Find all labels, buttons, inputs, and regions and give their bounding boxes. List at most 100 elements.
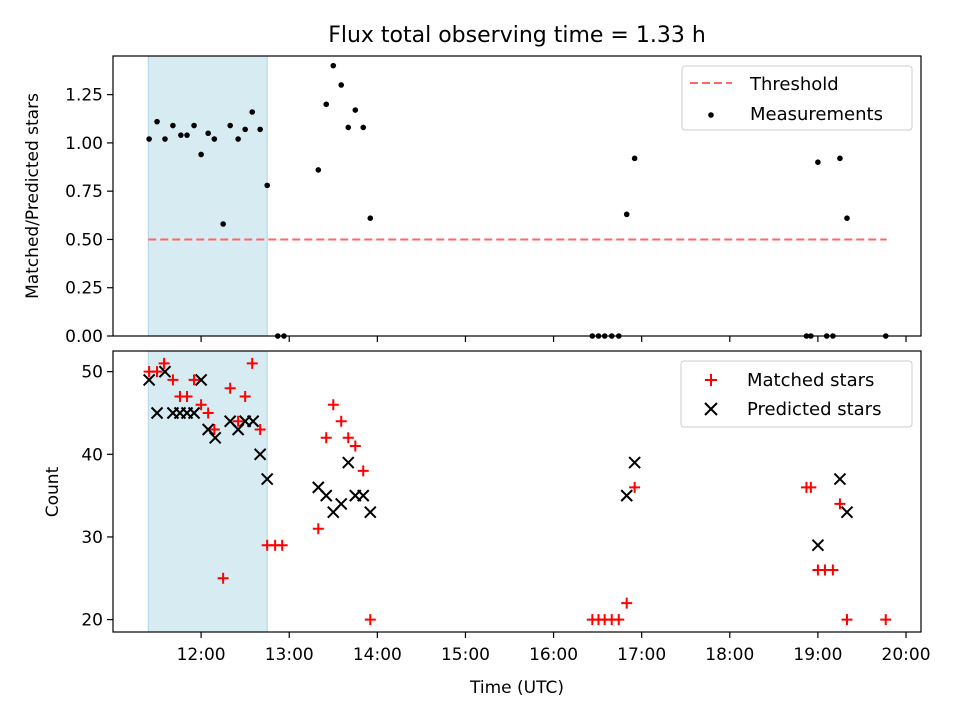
predicted-point: [335, 497, 348, 511]
predicted-point: [620, 489, 633, 502]
y-tick-label: 0.75: [65, 182, 103, 202]
predicted-point: [342, 456, 355, 469]
y-tick-label: 40: [81, 445, 103, 465]
legend-matched-label: Matched stars: [747, 370, 874, 391]
measurement-point: [235, 136, 241, 142]
matched-point: [834, 498, 846, 510]
x-tick-label: 18:00: [705, 645, 754, 665]
measurement-point: [837, 155, 843, 162]
count-points: [142, 357, 892, 626]
measurement-point: [205, 130, 211, 137]
measurement-point: [631, 155, 638, 162]
x-tick-label: 15:00: [441, 645, 490, 665]
y-ticks-bottom: 20 30 40 50: [81, 363, 113, 631]
matched-point: [254, 424, 266, 436]
measurement-point: [815, 159, 821, 166]
x-tick-label: 19:00: [793, 645, 842, 665]
matched-point: [312, 523, 324, 535]
matched-point: [202, 407, 214, 419]
legend-measurements-label: Measurements: [750, 104, 883, 125]
panel-ratio: 0.00 0.25 0.50 0.75 1.00 1.25 Matched/Predict…: [23, 55, 922, 347]
y-tick-label: 50: [81, 363, 103, 383]
legend-predicted-swatch: [704, 402, 718, 416]
matched-point: [276, 539, 288, 551]
measurement-point: [264, 182, 270, 189]
y-axis-label-top: Matched/Predicted stars: [23, 93, 43, 299]
matched-point: [613, 614, 625, 626]
x-axis-label: Time (UTC): [469, 678, 564, 698]
legend-predicted-label: Predicted stars: [747, 399, 881, 420]
legend-measurements-swatch: [708, 112, 714, 118]
measurement-point: [146, 136, 152, 142]
plot-frame-top: [112, 55, 922, 337]
predicted-point: [253, 448, 267, 461]
matched-point: [232, 415, 244, 427]
predicted-point: [209, 431, 222, 444]
matched-point: [151, 366, 163, 378]
predicted-point: [187, 406, 201, 420]
predicted-point: [811, 539, 825, 552]
x-tick-label: 14:00: [353, 645, 402, 665]
measurement-point: [178, 132, 184, 138]
matched-point: [357, 465, 369, 477]
matched-point: [364, 614, 376, 626]
y-tick-label: 1.00: [65, 134, 103, 154]
matched-point: [335, 415, 347, 427]
measurement-point: [257, 126, 263, 133]
matched-point: [827, 564, 839, 576]
measurement-point: [220, 221, 226, 227]
matched-point: [320, 432, 332, 444]
predicted-point: [150, 406, 164, 420]
measurement-point: [338, 82, 345, 88]
predicted-point: [158, 365, 172, 378]
x-ticks-top: [200, 336, 907, 342]
y-tick-label: 1.25: [65, 86, 103, 106]
y-tick-label: 0.50: [65, 230, 103, 250]
measurement-point: [249, 109, 256, 115]
measurement-point: [162, 136, 168, 142]
matched-point: [188, 374, 200, 386]
measurement-points: [146, 62, 889, 339]
plot-frame-bottom: [112, 350, 922, 633]
x-tick-label: 20:00: [882, 645, 931, 665]
measurement-point: [198, 151, 204, 158]
x-tick-label: 13:00: [265, 645, 314, 665]
matched-point: [327, 399, 339, 411]
x-tick-label: 12:00: [177, 645, 226, 665]
matched-point: [208, 424, 220, 436]
measurement-point: [345, 124, 352, 131]
predicted-point: [840, 505, 854, 519]
measurement-point: [352, 107, 359, 113]
y-tick-label: 0.00: [65, 327, 103, 347]
measurement-point: [170, 122, 176, 129]
matched-point: [805, 481, 817, 493]
measurement-point: [844, 215, 850, 222]
measurement-point: [367, 215, 374, 222]
y-axis-label-bottom: Count: [43, 466, 63, 517]
measurement-point: [330, 62, 337, 69]
x-tick-label: 17:00: [617, 645, 666, 665]
x-tick-label: 16:00: [529, 645, 578, 665]
y-ticks-top: 0.00 0.25 0.50 0.75 1.00 1.25: [65, 86, 113, 347]
matched-point: [841, 614, 853, 626]
matched-point: [239, 390, 251, 402]
matched-point: [349, 440, 361, 452]
predicted-point: [260, 472, 274, 486]
predicted-point: [142, 373, 156, 387]
matched-point: [621, 597, 633, 609]
measurement-point: [184, 132, 190, 138]
matched-point: [167, 374, 179, 386]
matched-point: [195, 399, 207, 411]
highlight-span-top: [147, 55, 268, 337]
chart-title: Flux total observing time = 1.33 h: [328, 23, 706, 48]
predicted-point: [364, 505, 377, 519]
matched-point: [181, 390, 193, 402]
matched-point: [158, 357, 170, 369]
matched-point: [880, 614, 892, 626]
measurement-point: [191, 122, 197, 129]
legend-frame-bottom: [680, 360, 913, 428]
predicted-point: [357, 489, 370, 502]
predicted-point: [628, 456, 641, 469]
legend-bottom: Matched stars Predicted stars: [680, 360, 913, 428]
